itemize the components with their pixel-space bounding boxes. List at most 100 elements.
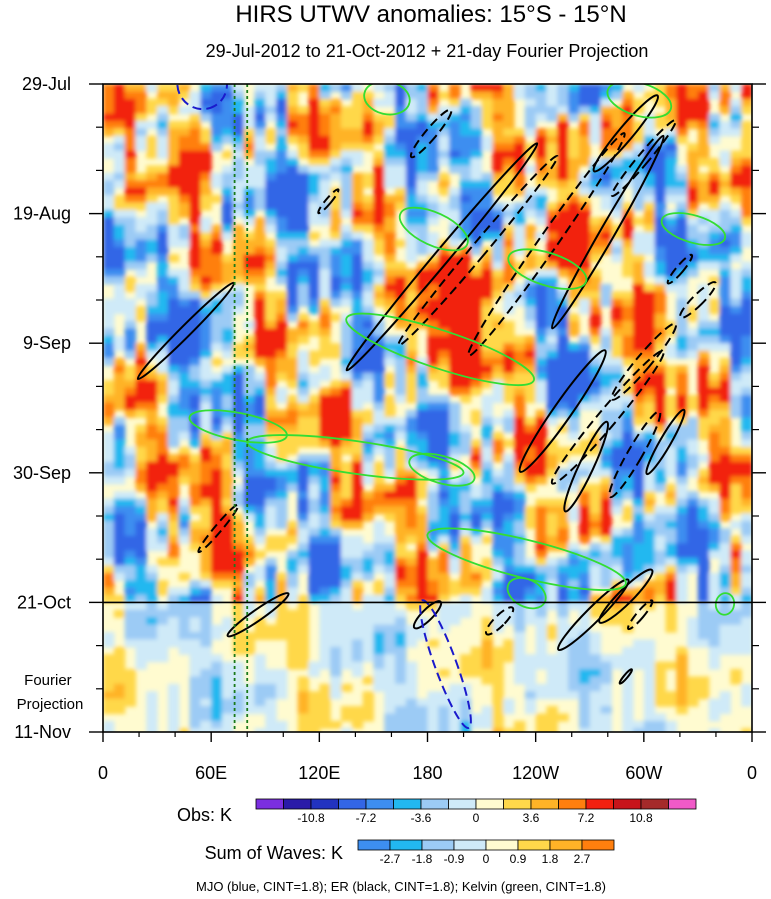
field-cell: [481, 535, 493, 544]
field-cell: [535, 358, 548, 367]
field-cell: [741, 454, 752, 463]
field-cell: [481, 135, 493, 144]
field-cell: [459, 483, 472, 492]
field-cell: [676, 557, 688, 566]
field-cell: [416, 520, 429, 529]
field-cell: [113, 358, 126, 367]
field-cell: [297, 557, 310, 566]
field-cell: [438, 469, 450, 478]
field-cell: [730, 461, 742, 470]
field-cell: [481, 646, 493, 655]
field-cell: [319, 602, 331, 611]
field-cell: [665, 217, 677, 226]
field-cell: [395, 365, 407, 374]
field-cell: [362, 113, 375, 122]
field-cell: [384, 395, 396, 404]
field-cell: [503, 143, 515, 152]
field-cell: [405, 417, 418, 426]
field-cell: [113, 239, 126, 248]
field-cell: [578, 669, 591, 678]
field-cell: [459, 439, 472, 448]
field-cell: [514, 350, 526, 359]
field-cell: [135, 269, 147, 278]
field-cell: [697, 513, 710, 522]
field-cell: [276, 602, 288, 611]
field-cell: [438, 587, 450, 596]
field-cell: [676, 291, 688, 300]
field-cell: [178, 380, 191, 389]
field-cell: [189, 728, 201, 732]
field-cell: [589, 283, 602, 292]
field-cell: [286, 402, 299, 411]
field-cell: [319, 217, 331, 226]
field-cell: [340, 654, 353, 663]
field-cell: [514, 632, 526, 641]
field-cell: [189, 454, 201, 463]
field-cell: [557, 520, 569, 529]
field-cell: [687, 335, 699, 344]
field-cell: [319, 409, 331, 418]
field-cell: [719, 454, 731, 463]
field-cell: [276, 543, 288, 552]
field-cell: [113, 158, 126, 167]
field-cell: [697, 683, 710, 692]
field-cell: [416, 269, 429, 278]
field-cell: [373, 565, 385, 574]
field-cell: [276, 683, 288, 692]
field-cell: [643, 713, 656, 722]
field-cell: [384, 424, 396, 433]
field-cell: [492, 113, 504, 122]
field-cell: [276, 320, 288, 329]
field-cell: [578, 506, 591, 515]
field-cell: [265, 676, 277, 685]
field-cell: [157, 217, 169, 226]
field-cell: [265, 91, 277, 100]
field-cell: [340, 506, 353, 515]
field-cell: [146, 409, 158, 418]
field-cell: [319, 654, 331, 663]
field-cell: [719, 121, 731, 130]
field-cell: [438, 454, 450, 463]
obs-swatch: [475, 798, 504, 810]
field-cell: [470, 483, 483, 492]
field-cell: [427, 543, 439, 552]
field-cell: [719, 624, 731, 633]
field-cell: [135, 572, 147, 581]
field-cell: [643, 557, 656, 566]
field-cell: [427, 498, 439, 507]
field-cell: [157, 254, 169, 263]
x-tick-label: 120E: [298, 763, 340, 783]
field-cell: [351, 669, 364, 678]
field-cell: [535, 654, 548, 663]
field-cell: [157, 520, 169, 529]
field-cell: [687, 269, 699, 278]
field-cell: [665, 454, 677, 463]
field-cell: [265, 306, 277, 315]
field-cell: [438, 180, 450, 189]
field-cell: [157, 98, 169, 107]
field-cell: [297, 328, 310, 337]
field-cell: [676, 343, 688, 352]
field-cell: [135, 461, 147, 470]
field-cell: [427, 491, 439, 500]
field-cell: [589, 691, 602, 700]
field-cell: [167, 439, 180, 448]
field-cell: [503, 150, 515, 159]
field-cell: [243, 402, 256, 411]
field-cell: [232, 121, 245, 130]
field-cell: [578, 128, 591, 137]
field-cell: [438, 128, 450, 137]
field-cell: [438, 358, 450, 367]
field-cell: [146, 417, 158, 426]
field-cell: [254, 320, 266, 329]
field-cell: [470, 187, 483, 196]
field-cell: [103, 550, 115, 559]
field-cell: [557, 335, 569, 344]
field-cell: [135, 343, 147, 352]
field-cell: [167, 150, 180, 159]
field-cell: [405, 624, 418, 633]
field-cell: [622, 343, 634, 352]
field-cell: [535, 609, 548, 618]
field-cell: [157, 446, 169, 455]
field-cell: [265, 713, 277, 722]
